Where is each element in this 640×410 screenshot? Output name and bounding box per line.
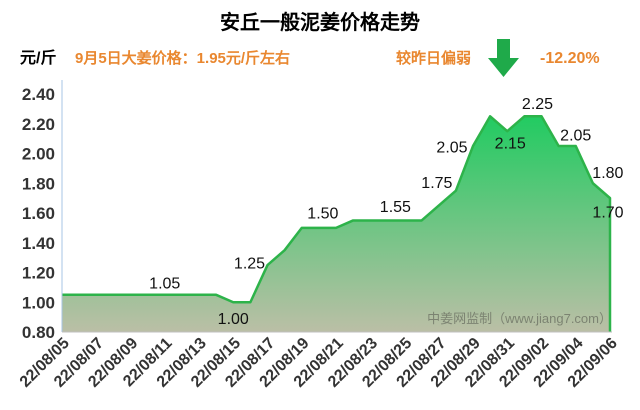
y-tick-label: 1.20 <box>22 264 55 283</box>
data-label: 2.25 <box>522 96 553 113</box>
data-label: 2.05 <box>560 128 591 145</box>
data-label: 1.70 <box>592 205 623 222</box>
data-labels: 1.05 1.00 1.25 1.50 1.55 1.75 2.05 2.15 2.25 2.05… <box>149 96 623 328</box>
unit-label: 元/斤 <box>20 49 56 67</box>
x-tick-labels: 22/08/0522/08/0722/08/0922/08/1122/08/13… <box>17 335 621 391</box>
data-label: 1.55 <box>380 199 411 216</box>
watermark: 中姜网监制（www.jiang7.com） <box>427 311 612 326</box>
y-tick-label: 2.00 <box>22 145 55 164</box>
data-label: 1.25 <box>234 256 265 273</box>
data-label: 1.05 <box>149 275 180 292</box>
price-note: 9月5日大姜价格：1.95元/斤左右 <box>75 49 290 67</box>
data-label: 2.15 <box>495 136 526 153</box>
y-tick-label: 2.40 <box>22 85 55 104</box>
trend-text: 较昨日偏弱 <box>396 49 471 67</box>
data-label: 1.50 <box>307 205 338 222</box>
series-line <box>62 115 612 332</box>
y-tick-label: 1.00 <box>22 293 55 312</box>
series-area <box>62 116 610 332</box>
y-tick-labels: 0.80 1.00 1.20 1.40 1.60 1.80 2.00 2.20 2.40 <box>22 85 55 342</box>
data-label: 1.00 <box>218 311 249 328</box>
data-label: 2.05 <box>436 140 467 157</box>
y-tick-label: 1.60 <box>22 204 55 223</box>
y-tick-label: 2.20 <box>22 115 55 134</box>
data-label: 1.75 <box>421 175 452 192</box>
data-label: 1.80 <box>592 165 623 182</box>
change-percent: -12.20% <box>540 50 600 67</box>
y-tick-label: 0.80 <box>22 323 55 342</box>
y-tick-label: 1.40 <box>22 234 55 253</box>
down-arrow-icon <box>488 39 519 77</box>
chart-title: 安丘一般泥姜价格走势 <box>220 10 420 34</box>
y-tick-label: 1.80 <box>22 174 55 193</box>
